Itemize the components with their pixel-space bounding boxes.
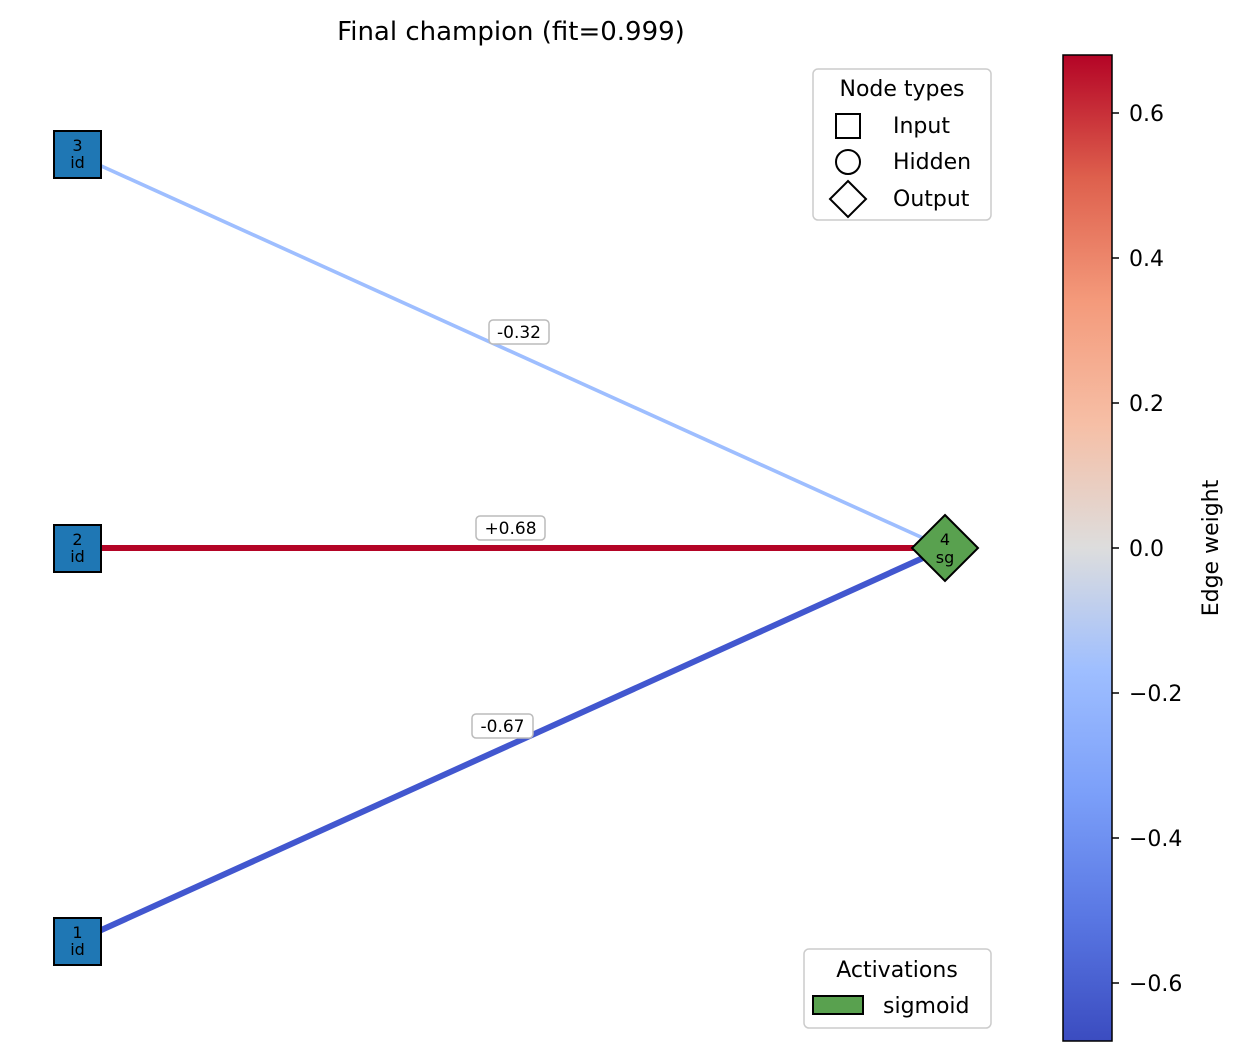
- colorbar: 0.6 0.4 0.2 0.0 −0.2 −0.4 −0.6 Edge weight: [1062, 54, 1224, 1042]
- node-input-3: 3 id: [53, 130, 102, 179]
- colorbar-tick-label: −0.2: [1129, 682, 1182, 707]
- legend-item-label: Hidden: [893, 150, 971, 175]
- square-icon: [835, 113, 861, 139]
- colorbar-tick-label: −0.6: [1129, 972, 1182, 997]
- colorbar-tick-label: 0.0: [1129, 537, 1164, 562]
- colorbar-tick-label: 0.2: [1129, 392, 1164, 417]
- colorbar-tick-label: −0.4: [1129, 827, 1182, 852]
- edge-weight-label: -0.67: [481, 717, 525, 737]
- diagram-title: Final champion (fit=0.999): [337, 17, 685, 47]
- activation-swatch: [812, 995, 864, 1015]
- edge-1-4: [74, 545, 948, 944]
- node-input-1: 1 id: [53, 917, 102, 966]
- colorbar-tick-label: 0.6: [1129, 102, 1164, 127]
- edge-label-2-4: +0.68: [475, 515, 546, 541]
- node-output-4: 4 sg: [910, 513, 980, 583]
- colorbar-label: Edge weight: [1199, 479, 1224, 616]
- legend-node-types: Node types Input Hidden Output: [812, 68, 992, 221]
- node-activation-label: id: [70, 940, 85, 959]
- node-id-label: 1: [72, 923, 82, 942]
- edge-label-1-4: -0.67: [471, 713, 534, 739]
- colorbar-gradient: [1062, 54, 1113, 1042]
- node-id-label: 2: [72, 530, 82, 549]
- edge-weight-label: +0.68: [484, 519, 536, 539]
- node-activation-label: sg: [936, 548, 955, 567]
- edge-label-3-4: -0.32: [488, 319, 550, 345]
- legend-item-label: Input: [893, 114, 950, 139]
- node-id-label: 4: [940, 530, 950, 549]
- legend-item-label: sigmoid: [883, 994, 970, 1019]
- circle-icon: [835, 149, 861, 175]
- colorbar-tick-label: 0.4: [1129, 247, 1164, 272]
- node-activation-label: id: [70, 153, 85, 172]
- legend-item-label: Output: [893, 187, 970, 212]
- edges-layer: [74, 153, 948, 944]
- diamond-icon: [828, 179, 868, 219]
- edge-3-4: [75, 153, 947, 550]
- legend-title: Node types: [839, 77, 964, 102]
- edge-weight-label: -0.32: [497, 323, 541, 343]
- legend-activations: Activations sigmoid: [803, 948, 992, 1029]
- node-activation-label: id: [70, 547, 85, 566]
- node-input-2: 2 id: [53, 524, 102, 573]
- colorbar-ticks: 0.6 0.4 0.2 0.0 −0.2 −0.4 −0.6: [1112, 102, 1182, 997]
- node-id-label: 3: [72, 136, 82, 155]
- legend-title: Activations: [836, 958, 958, 983]
